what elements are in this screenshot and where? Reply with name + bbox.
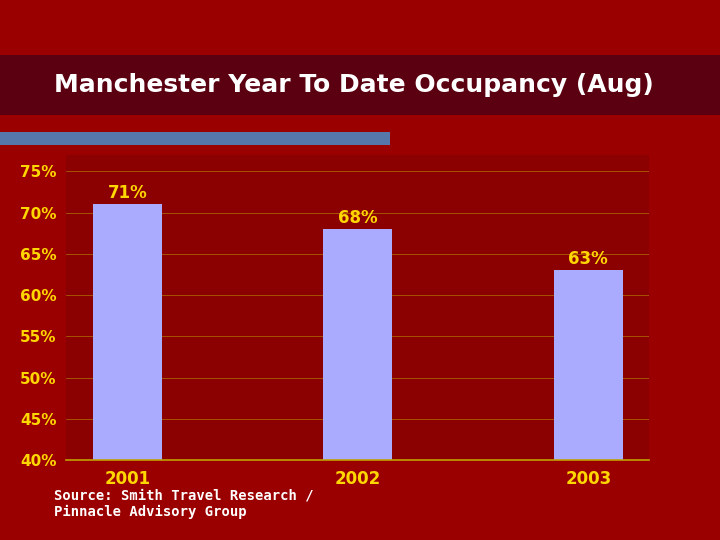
Bar <box>323 229 392 540</box>
Bar <box>554 271 623 540</box>
Text: Manchester Year To Date Occupancy (Aug): Manchester Year To Date Occupancy (Aug) <box>54 73 654 97</box>
Text: 71%: 71% <box>107 184 147 202</box>
Text: 63%: 63% <box>569 250 608 268</box>
Text: Source: Smith Travel Research /
Pinnacle Advisory Group: Source: Smith Travel Research / Pinnacle… <box>54 489 314 519</box>
Text: 68%: 68% <box>338 209 378 227</box>
Bar <box>93 205 162 540</box>
